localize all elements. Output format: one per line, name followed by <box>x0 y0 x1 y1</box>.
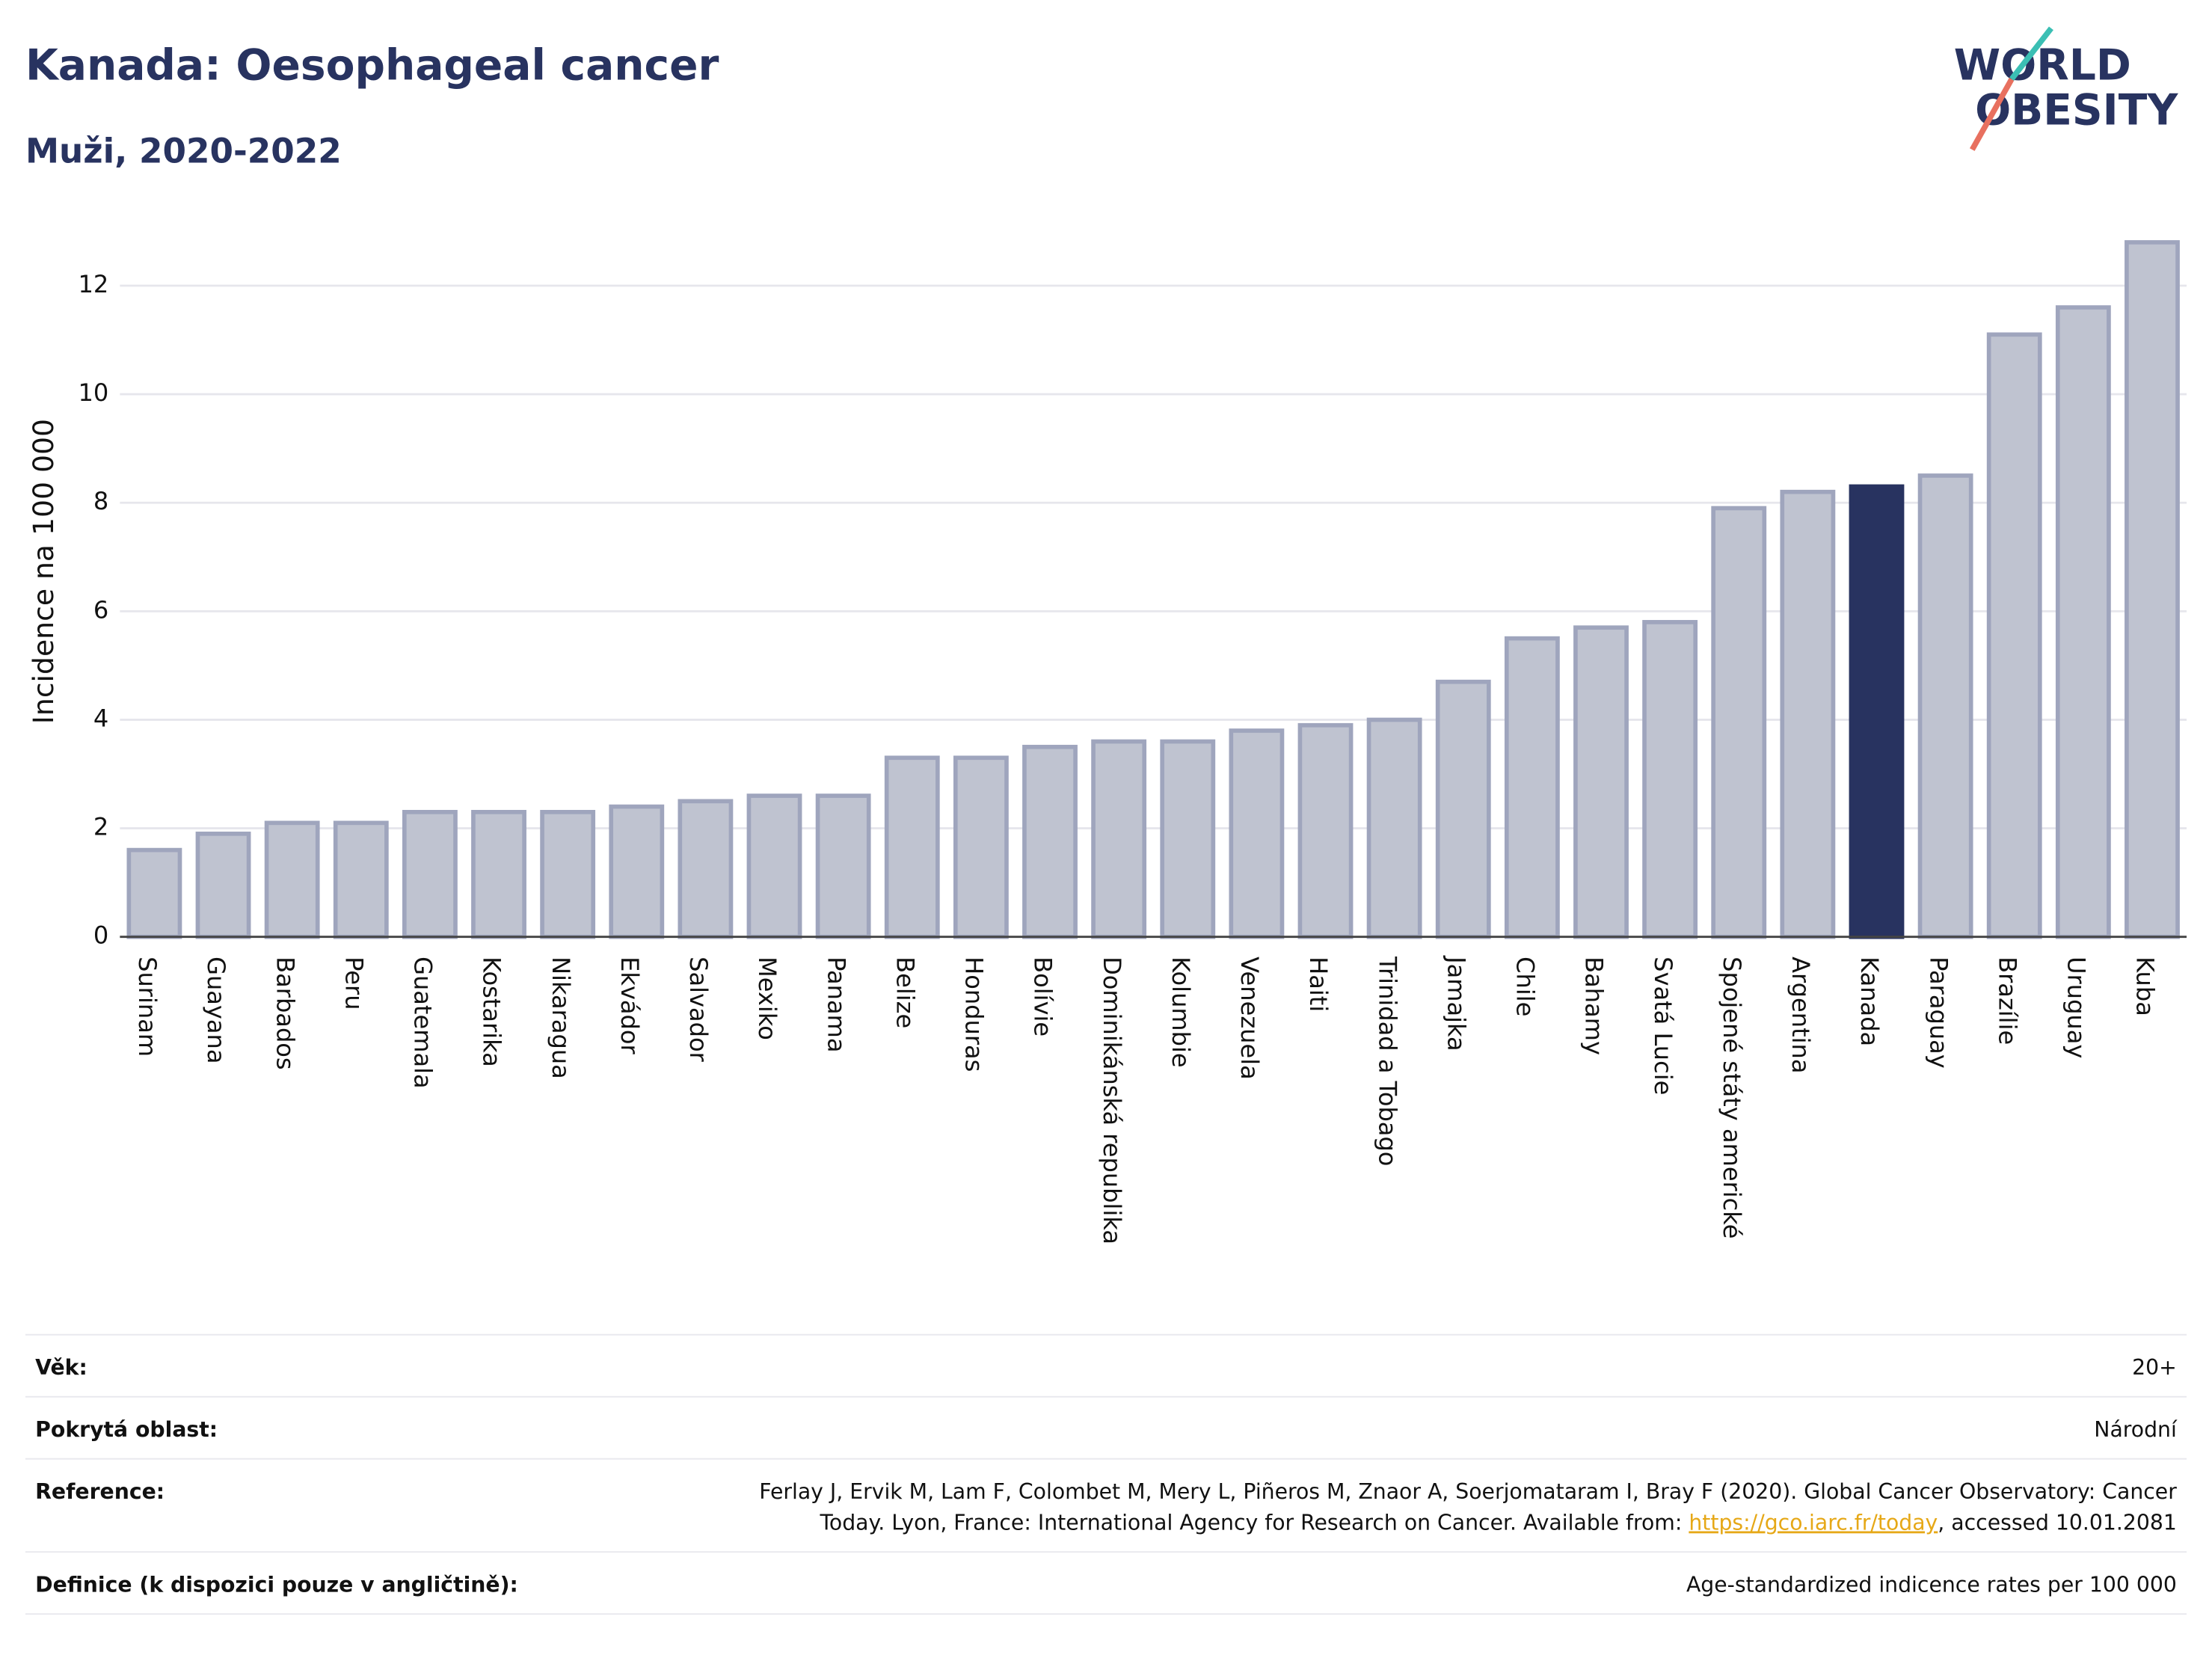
bar <box>1711 506 1767 939</box>
logo-slash <box>1970 77 2015 151</box>
bar <box>540 809 596 939</box>
x-tick-label: Guayana <box>202 957 230 1063</box>
footer-value: , accessed 10.01.2081 <box>1938 1510 2177 1535</box>
x-tick-label: Svatá Lucie <box>1649 957 1677 1095</box>
x-tick-label: Guatemala <box>409 957 437 1089</box>
bar <box>471 809 526 939</box>
y-tick-label: 12 <box>78 270 108 298</box>
bar <box>264 820 320 939</box>
y-tick-label: 0 <box>93 921 108 950</box>
footer-label: Reference: <box>35 1479 165 1504</box>
bar <box>333 820 389 939</box>
x-tick-label: Kuba <box>2131 957 2160 1016</box>
bar <box>609 804 665 939</box>
bar <box>1229 728 1285 939</box>
logo-line1: WORLD <box>1954 40 2131 90</box>
footer-label: Pokrytá oblast: <box>35 1417 218 1442</box>
footer-value: Ferlay J, Ervik M, Lam F, Colombet M, Me… <box>759 1479 2177 1504</box>
bar <box>884 755 940 939</box>
bar <box>1780 489 1836 939</box>
footer-value: Národní <box>2094 1417 2178 1442</box>
x-tick-label: Bolívie <box>1029 957 1057 1037</box>
y-tick-label: 6 <box>93 595 108 624</box>
bar <box>1435 679 1491 939</box>
x-tick-label: Kanada <box>1855 957 1884 1046</box>
y-tick-label: 8 <box>93 487 108 515</box>
x-tick-label: Venezuela <box>1235 957 1264 1080</box>
x-tick-label: Honduras <box>960 957 989 1072</box>
bar <box>1022 744 1078 939</box>
x-tick-label: Surinam <box>133 957 162 1057</box>
x-tick-label: Salvador <box>684 957 713 1062</box>
bar <box>815 793 871 939</box>
bar <box>2055 305 2111 939</box>
x-tick-label: Brazílie <box>1993 957 2021 1045</box>
x-tick-label: Belize <box>891 957 919 1028</box>
bar <box>1297 722 1354 939</box>
logo-slash <box>2009 26 2053 82</box>
x-tick-label: Barbados <box>271 957 299 1069</box>
bar <box>126 847 182 939</box>
x-tick-label: Argentina <box>1787 957 1815 1073</box>
bar <box>1917 473 1973 939</box>
x-tick-label: Mexiko <box>753 957 781 1040</box>
bar <box>1573 625 1629 939</box>
x-tick-label: Kolumbie <box>1167 957 1195 1067</box>
bar <box>746 793 802 939</box>
footer-label: Definice (k dispozici pouze v angličtině… <box>35 1572 518 1597</box>
reference-link[interactable]: https://gco.iarc.fr/today <box>1689 1510 1938 1535</box>
bar <box>953 755 1009 939</box>
y-axis-label: Incidence na 100 000 <box>27 419 60 724</box>
y-tick-label: 10 <box>78 378 108 407</box>
bar <box>1366 717 1422 939</box>
footer: Věk: 20+ Pokrytá oblast: Národní Referen… <box>25 1333 2187 1615</box>
x-tick-label: Bahamy <box>1580 957 1609 1055</box>
x-tick-label: Haiti <box>1304 957 1333 1012</box>
x-tick-label: Uruguay <box>2062 957 2091 1058</box>
bar <box>2125 240 2180 939</box>
y-tick-label: 4 <box>93 704 108 732</box>
x-tick-label: Chile <box>1511 957 1540 1016</box>
x-tick-label: Kostarika <box>478 957 506 1067</box>
bar <box>1160 739 1216 939</box>
x-tick-label: Ekvádor <box>615 957 644 1054</box>
chart-title: Kanada: Oesophageal cancer <box>25 40 719 90</box>
footer-value: Today. Lyon, France: International Agenc… <box>819 1510 1689 1535</box>
y-tick-label: 2 <box>93 813 108 841</box>
chart-subtitle: Muži, 2020-2022 <box>25 132 342 171</box>
bar <box>678 799 734 939</box>
footer-value: 20+ <box>2132 1355 2177 1380</box>
logo-line2: OBESITY <box>1975 86 2178 135</box>
footer-label: Věk: <box>35 1355 87 1380</box>
bar <box>1504 636 1560 939</box>
x-tick-label: Jamajka <box>1442 955 1470 1051</box>
footer-value: Age-standardized indicence rates per 100… <box>1686 1572 2177 1597</box>
x-tick-label: Dominikánská republika <box>1098 957 1126 1244</box>
bar <box>1849 484 1905 939</box>
x-tick-label: Paraguay <box>1924 957 1953 1069</box>
x-tick-label: Nikaragua <box>547 957 575 1079</box>
bar <box>195 832 251 939</box>
bar <box>1091 739 1147 939</box>
bar <box>1642 620 1698 939</box>
x-tick-label: Peru <box>340 957 368 1010</box>
bar <box>1986 332 2042 939</box>
bar <box>402 809 458 939</box>
footer-value: Today. Lyon, France: International Agenc… <box>819 1510 2176 1535</box>
x-tick-label: Spojené státy americké <box>1718 957 1746 1238</box>
x-tick-label: Panama <box>822 957 850 1052</box>
x-tick-label: Trinidad a Tobago <box>1373 956 1401 1166</box>
